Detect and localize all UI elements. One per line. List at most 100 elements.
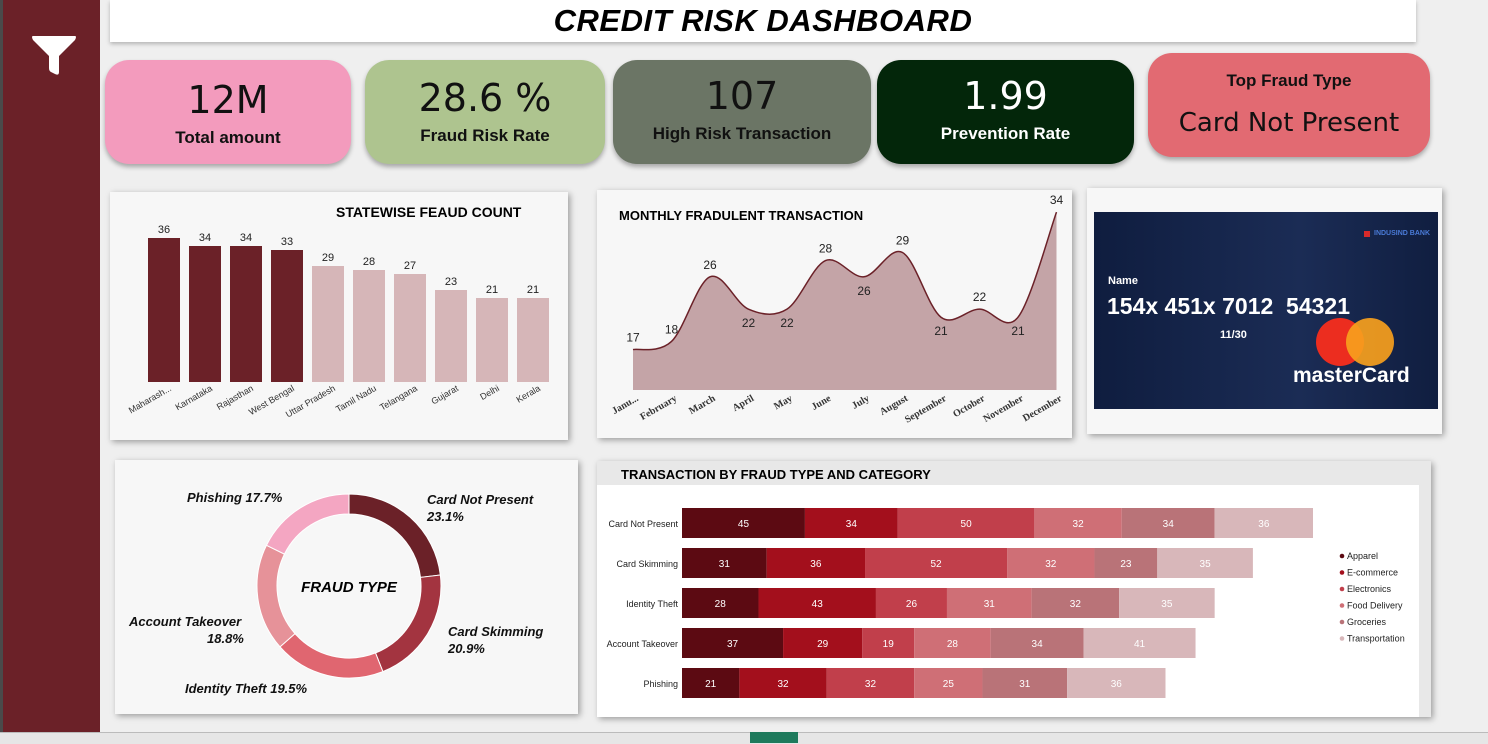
bar [394, 274, 426, 382]
stack-segment [682, 668, 740, 698]
x-tick-label: May [772, 393, 794, 412]
stack-segment [862, 628, 915, 658]
data-label: 18 [665, 322, 679, 336]
slice-label: Account Takeover [128, 614, 242, 629]
stack-segment [982, 668, 1068, 698]
stack-segment [1094, 548, 1158, 578]
slice-label: Card Skimming [448, 624, 543, 639]
stack-segment [682, 628, 784, 658]
slice-label: Card Not Present [427, 492, 534, 507]
monthly-chart-panel: MONTHLY FRADULENT TRANSACTION 17 Janu... 1… [597, 190, 1072, 438]
data-label: 43 [812, 599, 824, 610]
donut-center-title: FRAUD TYPE [301, 579, 398, 596]
data-label: 34 [1163, 519, 1175, 530]
slice-label: Phishing 17.7% [187, 490, 283, 505]
x-tick-label: February [638, 393, 679, 423]
stack-segment [826, 668, 915, 698]
dashboard-title: CREDIT RISK DASHBOARD [553, 3, 973, 38]
title-bar: CREDIT RISK DASHBOARD [110, 0, 1416, 42]
data-label: 21 [934, 324, 948, 338]
kpi-label: Prevention Rate [940, 124, 1071, 143]
x-tick-label: April [731, 393, 756, 414]
stack-segment [990, 628, 1084, 658]
x-tick-label: Delhi [478, 383, 501, 402]
legend-label: Groceries [1347, 617, 1387, 627]
kpi-value: 28.6 % [418, 76, 552, 120]
legend-marker [1339, 570, 1345, 575]
x-tick-label: December [1021, 393, 1064, 424]
stack-segment [1121, 508, 1215, 538]
data-label: 34 [199, 232, 211, 244]
fraud-type-donut-chart: FRAUD TYPE Card Not Present 23.1% Card Ski… [128, 490, 543, 696]
data-label: 28 [819, 242, 833, 256]
active-sheet-tab[interactable] [750, 732, 798, 743]
x-tick-label: Janu... [610, 393, 641, 417]
slice-percent: 20.9% [447, 641, 485, 656]
y-tick-label: Phishing [643, 679, 678, 689]
slice-percent: 18.8% [207, 631, 244, 646]
bar [435, 290, 467, 382]
data-label: 34 [846, 519, 858, 530]
category-chart-panel: TRANSACTION BY FRAUD TYPE AND CATEGORY C… [597, 461, 1431, 717]
statewise-chart-panel: STATEWISE FEAUD COUNT 36 Maharash... 34 Kar… [110, 192, 568, 440]
data-label: 22 [780, 316, 794, 330]
data-label: 22 [973, 290, 987, 304]
legend-label: Transportation [1347, 634, 1405, 644]
filter-icon[interactable] [31, 32, 77, 78]
card-brand: masterCard [1293, 364, 1410, 387]
kpi-high-risk-transaction[interactable]: 107 High Risk Transaction [613, 60, 871, 164]
data-label: 34 [240, 232, 252, 244]
chart-title: MONTHLY FRADULENT TRANSACTION [619, 208, 863, 223]
data-label: 31 [1019, 679, 1031, 690]
legend-marker [1339, 603, 1345, 608]
kpi-value: 1.99 [963, 74, 1048, 118]
data-label: 31 [984, 599, 996, 610]
stack-segment [1067, 668, 1166, 698]
data-label: 22 [742, 316, 756, 330]
stack-segment [1083, 628, 1196, 658]
data-label: 29 [817, 639, 829, 650]
sidebar [0, 0, 100, 732]
x-tick-label: Telangana [378, 383, 419, 412]
stack-segment [1119, 588, 1215, 618]
data-label: 35 [1200, 559, 1212, 570]
chart-title: STATEWISE FEAUD COUNT [336, 204, 522, 220]
x-tick-label: November [982, 393, 1026, 425]
data-label: 28 [363, 256, 375, 268]
stack-segment [766, 548, 866, 578]
kpi-total-amount[interactable]: 12M Total amount [105, 60, 351, 164]
data-label: 27 [404, 260, 416, 272]
donut-slice [279, 632, 384, 679]
x-tick-label: June [810, 393, 834, 413]
data-label: 21 [705, 679, 717, 690]
slice-percent: 23.1% [426, 509, 464, 524]
mastercard-orange-circle [1346, 318, 1394, 366]
legend-marker [1339, 619, 1345, 625]
kpi-prevention-rate[interactable]: 1.99 Prevention Rate [877, 60, 1134, 164]
stack-segment [739, 668, 827, 698]
data-label: 33 [281, 236, 293, 248]
data-label: 26 [906, 599, 918, 610]
x-tick-label: Kerala [514, 383, 542, 405]
y-tick-label: Identity Theft [626, 599, 678, 609]
legend-label: E-commerce [1347, 568, 1398, 578]
kpi-fraud-risk-rate[interactable]: 28.6 % Fraud Risk Rate [365, 60, 605, 164]
monthly-area-chart: MONTHLY FRADULENT TRANSACTION 17 Janu... 1… [610, 193, 1064, 426]
stack-segment [1214, 508, 1313, 538]
legend-label: Electronics [1347, 584, 1392, 594]
stack-segment [783, 628, 863, 658]
kpi-value: 107 [705, 74, 779, 118]
data-label: 45 [738, 519, 750, 530]
statewise-bar-chart: STATEWISE FEAUD COUNT 36 Maharash... 34 Kar… [127, 204, 549, 419]
x-tick-label: Karnataka [173, 383, 214, 412]
bank-logo-text: INDUSIND BANK [1374, 230, 1430, 237]
bar [271, 250, 303, 382]
data-label: 25 [943, 679, 955, 690]
kpi-top-fraud-type[interactable]: Top Fraud Type Card Not Present [1148, 53, 1430, 157]
stack-segment [897, 508, 1035, 538]
y-tick-label: Account Takeover [607, 639, 678, 649]
bar [148, 238, 180, 382]
data-label: 32 [1070, 599, 1082, 610]
donut-slice [256, 544, 296, 648]
data-label: 36 [1111, 679, 1123, 690]
